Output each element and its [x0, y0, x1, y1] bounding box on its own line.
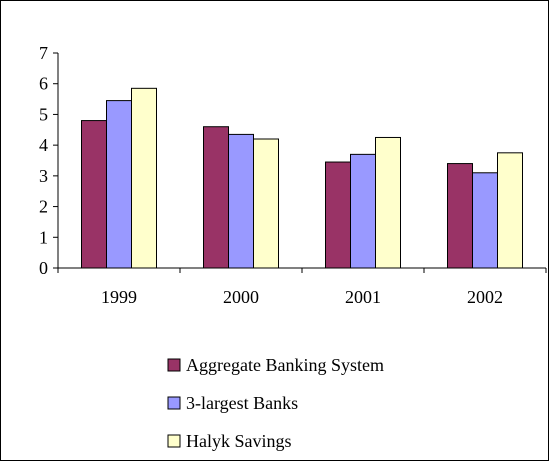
y-tick-label: 2 [39, 197, 48, 217]
y-axis-ticks: 0 1 2 3 4 5 6 7 [39, 43, 58, 278]
y-tick-label: 6 [39, 74, 48, 94]
bar-halyk-savings-2001 [375, 136, 401, 269]
bar-aggregate-banking-system-2000 [203, 126, 229, 269]
bar-3-largest-banks-2000 [228, 133, 254, 269]
legend: Aggregate Banking System 3-largest Banks H… [167, 355, 384, 451]
y-tick-label: 3 [39, 166, 48, 186]
x-tick-label: 2001 [345, 287, 381, 307]
legend-swatch [167, 358, 181, 372]
y-tick-label: 0 [39, 258, 48, 278]
bar-aggregate-banking-system-2002 [447, 163, 473, 269]
bar-3-largest-banks-1999 [106, 100, 132, 269]
bars [81, 87, 523, 269]
bar-3-largest-banks-2002 [472, 172, 498, 269]
bar-aggregate-banking-system-2001 [325, 161, 351, 269]
legend-label: Halyk Savings [186, 431, 292, 451]
legend-swatch [167, 396, 181, 410]
legend-label: Aggregate Banking System [186, 355, 384, 375]
bar-aggregate-banking-system-1999 [81, 120, 107, 269]
x-tick-label: 2002 [467, 287, 503, 307]
x-tick-label: 1999 [101, 287, 137, 307]
x-tick-label: 2000 [223, 287, 259, 307]
y-tick-label: 7 [39, 43, 48, 63]
legend-label: 3-largest Banks [186, 393, 298, 413]
bar-halyk-savings-2002 [497, 152, 523, 269]
y-tick-label: 5 [39, 104, 48, 124]
bar-halyk-savings-1999 [131, 87, 157, 269]
bar-halyk-savings-2000 [253, 138, 279, 269]
x-axis-ticks: 1999 2000 2001 2002 [57, 268, 547, 307]
bar-3-largest-banks-2001 [350, 153, 376, 269]
y-tick-label: 4 [39, 135, 48, 155]
y-tick-label: 1 [39, 227, 48, 247]
legend-swatch [167, 434, 181, 448]
